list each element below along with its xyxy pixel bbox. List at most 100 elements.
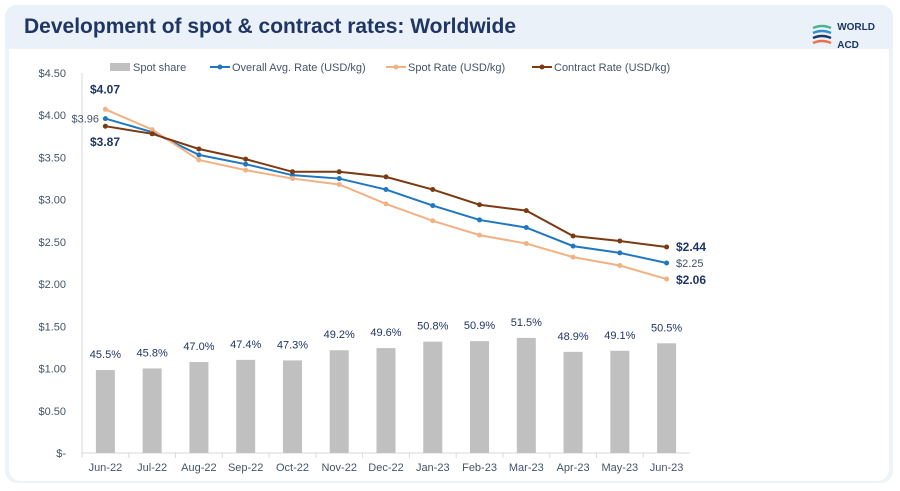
line-point — [196, 146, 202, 152]
line-point — [664, 244, 670, 250]
line-point — [570, 254, 576, 260]
y-tick-label: $- — [56, 448, 66, 460]
page-title: Development of spot & contract rates: Wo… — [24, 15, 517, 38]
start-label-contract: $3.87 — [90, 135, 120, 149]
end-label-spot: $2.06 — [676, 273, 706, 287]
bar-data-label: 51.5% — [511, 317, 542, 329]
y-tick-label: $3.50 — [38, 152, 66, 164]
logo-line1: WORLD — [837, 22, 875, 33]
y-tick-label: $1.00 — [38, 364, 66, 376]
bar-spot-share — [563, 351, 583, 453]
line-point — [336, 176, 342, 182]
x-tick-label: Jan-23 — [416, 462, 450, 474]
x-tick-label: May-23 — [602, 462, 639, 474]
legend-marker — [393, 64, 399, 70]
x-tick-label: Nov-22 — [321, 462, 356, 474]
line-point — [477, 202, 483, 208]
bar-spot-share — [470, 341, 490, 453]
line-point — [243, 156, 249, 162]
bar-spot-share — [516, 337, 536, 453]
start-label-overall: $3.96 — [71, 114, 99, 126]
legend-label: Spot share — [133, 62, 186, 74]
line-point — [243, 161, 249, 167]
start-label-spot: $4.07 — [90, 82, 120, 96]
y-tick-label: $0.50 — [38, 406, 66, 418]
x-tick-label: Jun-22 — [89, 462, 123, 474]
line-point — [617, 250, 623, 256]
bar-spot-share — [282, 360, 302, 453]
line-point — [664, 260, 670, 266]
y-tick-label: $1.50 — [38, 321, 66, 333]
legend-marker — [217, 64, 223, 70]
x-tick-label: Dec-22 — [368, 462, 403, 474]
line-point — [430, 218, 436, 224]
bar-spot-share — [95, 370, 115, 453]
y-tick-label: $4.50 — [38, 68, 66, 80]
line-point — [243, 167, 249, 173]
line-point — [336, 169, 342, 175]
x-tick-label: Feb-23 — [462, 462, 497, 474]
logo-line2: ACD — [837, 40, 859, 51]
header: Development of spot & contract rates: Wo… — [5, 5, 893, 51]
line-point — [102, 123, 108, 129]
line-point — [430, 187, 436, 193]
x-tick-label: Jun-23 — [650, 462, 684, 474]
x-tick-label: Oct-22 — [276, 462, 309, 474]
bar-data-label: 47.3% — [277, 339, 308, 351]
bar-spot-share — [376, 348, 396, 453]
legend-label: Overall Avg. Rate (USD/kg) — [232, 62, 366, 74]
x-tick-label: Sep-22 — [228, 462, 263, 474]
bar-data-label: 48.9% — [557, 331, 588, 343]
bar-data-label: 50.9% — [464, 320, 495, 332]
line-point — [383, 187, 389, 193]
line-series-2 — [105, 125, 667, 248]
line-series-1 — [104, 108, 667, 281]
bar-spot-share — [610, 350, 630, 453]
bar-spot-share — [423, 341, 443, 453]
line-point — [617, 263, 623, 269]
bar-data-label: 49.2% — [324, 329, 355, 341]
bar-data-label: 45.5% — [90, 349, 121, 361]
world-acd-logo: WORLD ACD — [810, 17, 875, 53]
line-point — [664, 276, 670, 282]
end-label-contract: $2.44 — [676, 240, 706, 254]
y-tick-label: $2.00 — [38, 279, 66, 291]
line-point — [336, 181, 342, 187]
bar-data-label: 49.1% — [604, 330, 635, 342]
line-point — [102, 106, 108, 112]
bar-spot-share — [329, 350, 349, 453]
line-point — [523, 225, 529, 231]
line-point — [149, 127, 155, 133]
line-point — [149, 131, 155, 137]
line-point — [523, 241, 529, 247]
bar-data-label: 50.8% — [417, 321, 448, 333]
bar-spot-share — [189, 362, 209, 453]
bar-data-label: 45.8% — [137, 347, 168, 359]
legend-marker — [539, 64, 545, 70]
line-point — [523, 208, 529, 214]
line-point — [430, 203, 436, 209]
end-label-overall: $2.25 — [676, 258, 704, 270]
bar-spot-share — [236, 359, 256, 453]
line-point — [617, 238, 623, 244]
bar-spot-share — [142, 368, 162, 453]
line-point — [196, 152, 202, 158]
bar-data-label: 50.5% — [651, 322, 682, 334]
line-point — [570, 243, 576, 249]
line-point — [477, 232, 483, 238]
x-tick-label: Jul-22 — [137, 462, 167, 474]
x-tick-label: Aug-22 — [181, 462, 216, 474]
y-tick-label: $4.00 — [38, 110, 66, 122]
line-point — [383, 174, 389, 180]
line-point — [102, 116, 108, 122]
legend-label: Spot Rate (USD/kg) — [408, 62, 505, 74]
y-tick-label: $3.00 — [38, 195, 66, 207]
line-point — [477, 217, 483, 223]
x-tick-label: Apr-23 — [557, 462, 590, 474]
line-point — [289, 169, 295, 175]
globe-icon — [812, 24, 832, 45]
line-point — [196, 157, 202, 163]
bar-data-label: 47.0% — [183, 341, 214, 353]
bar-data-label: 49.6% — [370, 327, 401, 339]
